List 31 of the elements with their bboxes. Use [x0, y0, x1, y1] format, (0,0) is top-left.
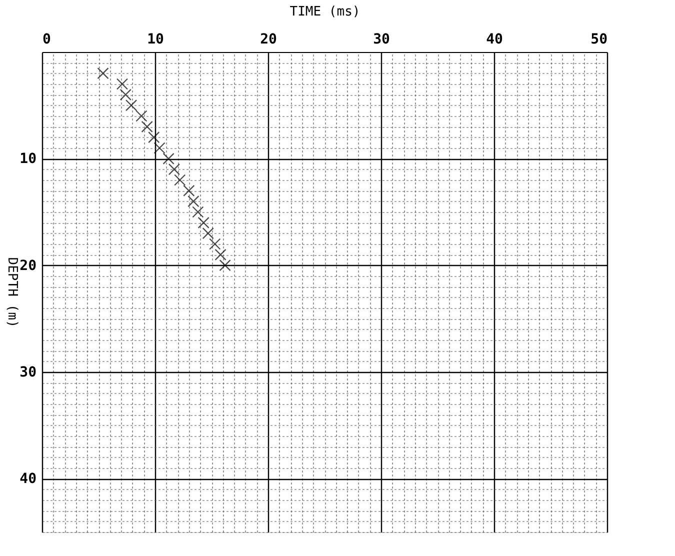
y-axis-title: DEPTH (m)	[4, 257, 20, 328]
point	[141, 120, 153, 133]
x-tick-label: 0	[42, 32, 51, 48]
x-axis-title: TIME (ms)	[290, 4, 360, 20]
point	[209, 238, 221, 250]
point	[120, 88, 132, 101]
point	[188, 195, 200, 208]
x-tick-label: 10	[147, 32, 164, 48]
x-tick-label: 40	[486, 32, 503, 48]
point	[192, 206, 204, 218]
x-tick-label: 30	[373, 32, 390, 48]
point	[154, 142, 166, 154]
point	[148, 131, 160, 144]
y-tick-label: 10	[20, 151, 36, 168]
point	[214, 248, 226, 261]
point	[198, 216, 210, 229]
point	[125, 99, 138, 112]
x-tick-label: 20	[260, 32, 277, 48]
point	[174, 174, 186, 186]
point	[219, 259, 231, 272]
point	[183, 184, 195, 197]
point	[116, 78, 128, 90]
point	[162, 152, 174, 165]
point	[202, 227, 214, 240]
y-tick-label: 20	[20, 258, 36, 274]
x-tick-label: 50	[590, 32, 608, 48]
point	[97, 67, 109, 80]
point	[136, 110, 148, 122]
y-tick-label: 30	[20, 364, 36, 380]
point	[168, 163, 180, 176]
y-tick-label: 40	[20, 471, 36, 488]
